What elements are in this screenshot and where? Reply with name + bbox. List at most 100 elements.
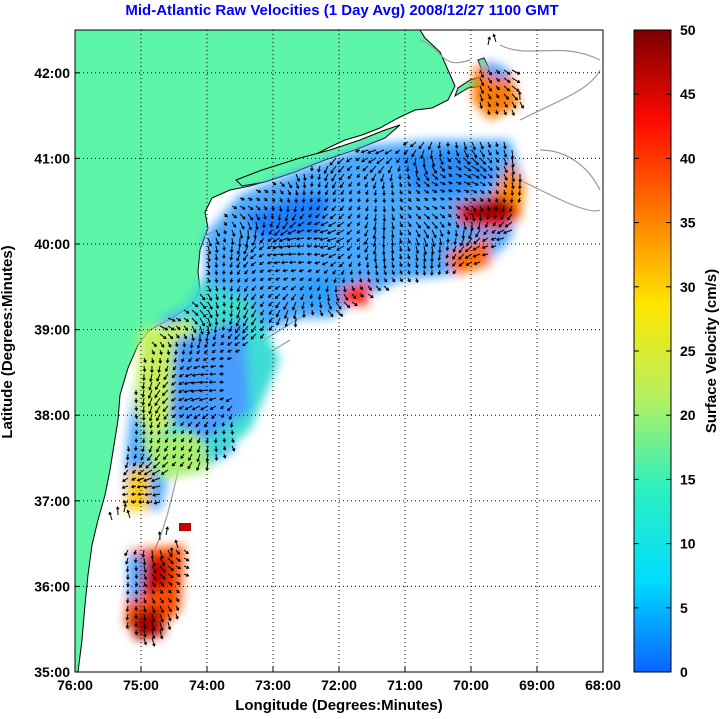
velocity-arrow: [222, 261, 226, 268]
velocity-arrow: [215, 229, 220, 237]
velocity-arrow: [237, 269, 241, 276]
velocity-arrow: [151, 341, 157, 348]
velocity-arrow: [486, 205, 491, 212]
velocity-arrow: [218, 388, 225, 393]
velocity-arrow: [159, 581, 165, 587]
velocity-arrow: [149, 373, 153, 383]
velocity-arrow: [357, 205, 361, 211]
velocity-arrow: [207, 253, 211, 263]
velocity-arrow: [274, 285, 281, 290]
velocity-arrow: [382, 197, 387, 204]
velocity-arrow: [439, 205, 446, 210]
velocity-arrow: [126, 509, 131, 519]
velocity-arrow: [297, 260, 305, 265]
velocity-arrow: [221, 421, 226, 427]
velocity-arrow: [320, 221, 329, 227]
velocity-arrow: [349, 197, 353, 203]
velocity-arrow: [315, 269, 321, 273]
velocity-arrow: [141, 437, 146, 444]
velocity-arrow: [141, 381, 146, 390]
velocity-arrow: [125, 613, 130, 621]
plot-area: 76:00 75:00 74:00 73:00 72:00 71:00 70:00 69:00…: [34, 29, 621, 693]
velocity-arrow: [447, 173, 453, 177]
velocity-arrow: [171, 405, 177, 410]
velocity-arrow: [438, 237, 443, 246]
velocity-arrow: [495, 141, 499, 148]
velocity-arrow: [439, 189, 446, 193]
velocity-arrow: [431, 205, 438, 210]
velocity-arrow: [290, 277, 297, 281]
velocity-arrow: [228, 325, 233, 333]
velocity-arrow: [125, 597, 130, 604]
y-axis-ticks: 42:00 41:00 40:00 39:00 38:00 37:00 36:00 35:00: [34, 65, 80, 680]
velocity-arrow: [236, 301, 241, 311]
velocity-vectors: [108, 33, 524, 647]
velocity-arrow: [134, 437, 139, 444]
velocity-arrow: [317, 173, 321, 181]
velocity-arrow: [446, 149, 451, 155]
velocity-arrow: [479, 189, 485, 194]
velocity-arrow: [356, 221, 361, 227]
velocity-arrow: [258, 261, 265, 265]
velocity-arrow: [266, 261, 273, 265]
velocity-arrow: [317, 165, 321, 173]
velocity-arrow: [160, 469, 169, 475]
velocity-arrow: [487, 197, 491, 203]
velocity-arrow: [183, 565, 190, 569]
velocity-arrow: [437, 261, 441, 269]
velocity-arrow: [299, 213, 305, 220]
velocity-arrow: [229, 245, 234, 254]
velocity-arrow: [471, 205, 477, 212]
colorbar-tick-label: 40: [680, 150, 696, 166]
velocity-arrow: [190, 397, 201, 402]
velocity-arrow: [415, 277, 419, 284]
velocity-arrow: [267, 237, 273, 242]
velocity-arrow: [324, 181, 329, 189]
velocity-arrow: [343, 301, 351, 309]
velocity-arrow: [151, 349, 155, 355]
velocity-arrow: [255, 205, 261, 211]
velocity-arrow: [317, 285, 321, 292]
velocity-arrow: [207, 277, 211, 284]
velocity-arrow: [423, 189, 430, 194]
velocity-arrow: [159, 333, 167, 340]
velocity-arrow: [341, 197, 345, 203]
velocity-arrow: [259, 285, 265, 290]
velocity-arrow: [231, 213, 238, 219]
velocity-arrow: [126, 573, 130, 581]
velocity-arrow: [487, 36, 491, 46]
velocity-arrow: [172, 453, 177, 459]
velocity-arrow: [134, 421, 139, 428]
velocity-arrow: [191, 317, 198, 325]
velocity-arrow: [463, 197, 469, 201]
velocity-arrow: [496, 229, 505, 235]
velocity-arrow: [125, 557, 129, 565]
velocity-arrow: [341, 269, 345, 276]
velocity-arrow: [154, 397, 161, 407]
velocity-arrow: [178, 397, 185, 402]
velocity-arrow: [454, 229, 459, 238]
velocity-arrow: [423, 173, 430, 182]
velocity-arrow: [431, 173, 439, 180]
velocity-arrow: [134, 621, 138, 628]
velocity-arrow: [503, 109, 507, 116]
velocity-arrow: [279, 189, 284, 195]
velocity-arrow: [348, 181, 353, 188]
velocity-arrow: [423, 205, 430, 210]
velocity-arrow: [180, 453, 185, 460]
velocity-arrow: [487, 149, 492, 156]
velocity-arrow: [495, 109, 499, 115]
velocity-arrow: [251, 237, 257, 247]
velocity-arrow: [181, 357, 185, 363]
velocity-arrow: [399, 277, 403, 283]
velocity-arrow: [163, 373, 169, 381]
velocity-arrow: [231, 229, 236, 237]
velocity-arrow: [371, 173, 377, 182]
velocity-arrow: [174, 539, 179, 549]
velocity-arrow: [302, 181, 307, 189]
velocity-arrow: [151, 477, 161, 483]
velocity-arrow: [134, 597, 139, 604]
velocity-arrow: [196, 461, 201, 471]
velocity-arrow: [150, 365, 154, 374]
velocity-arrow: [142, 373, 146, 382]
